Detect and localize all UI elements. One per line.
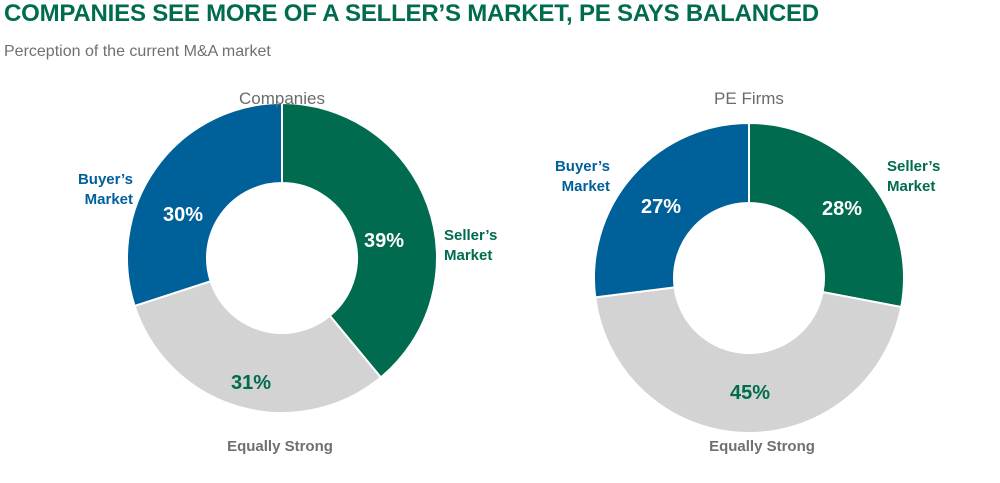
companies-label-sellers-market: Seller’s Market [444,227,497,264]
companies-donut [126,101,438,414]
pe-firms-pct-sellers-market: 28% [822,198,862,220]
companies-chart-title: Companies [239,89,325,108]
pe-firms-label-buyers-market: Buyer’s Market [555,158,610,195]
pe-firms-donut [593,121,905,435]
companies-slice-buyers-market [126,101,283,308]
pe-firms-slice-buyers-market [593,121,750,299]
page-title: COMPANIES SEE MORE OF A SELLER’S MARKET,… [4,0,819,27]
companies-pct-equally-strong: 31% [231,372,271,394]
companies-slice-sellers-market [281,101,438,379]
pe-firms-pct-buyers-market: 27% [641,196,681,218]
pe-firms-label-sellers-market: Seller’s Market [887,158,940,195]
companies-label-equally-strong: Equally Strong [227,438,333,455]
pe-firms-pct-equally-strong: 45% [730,382,770,404]
companies-pct-buyers-market: 30% [163,204,203,226]
companies-label-buyers-market: Buyer’s Market [78,171,133,208]
pe-firms-slice-equally-strong [594,286,903,435]
pe-firms-chart-title: PE Firms [714,89,784,108]
pe-firms-slice-sellers-market [748,121,905,309]
companies-pct-sellers-market: 39% [364,230,404,252]
companies-slice-equally-strong [133,279,383,414]
pe-firms-label-equally-strong: Equally Strong [709,438,815,455]
page-subtitle: Perception of the current M&A market [4,43,271,60]
